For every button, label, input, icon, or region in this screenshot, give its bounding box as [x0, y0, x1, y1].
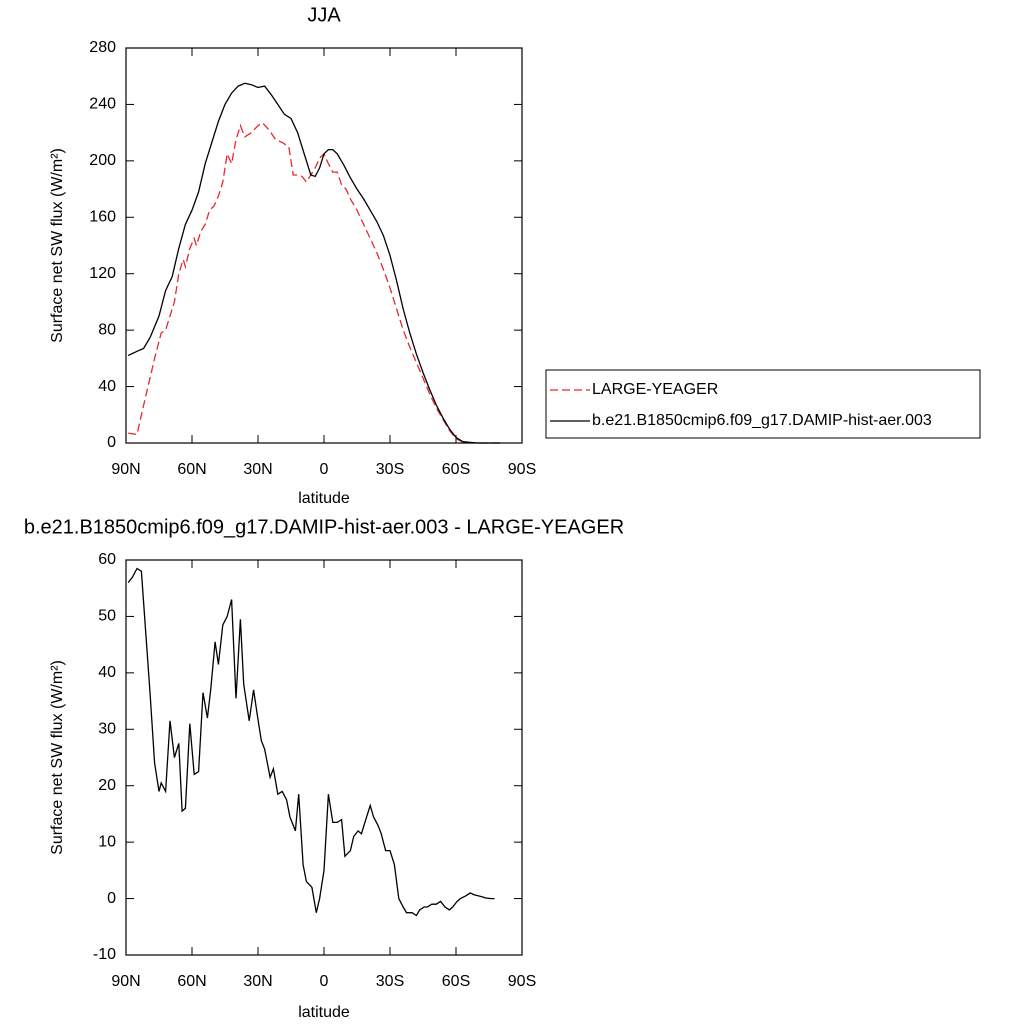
y-tick-label: 40	[98, 378, 116, 395]
y-tick-label: 0	[107, 434, 116, 451]
y-tick-label: -10	[93, 946, 116, 963]
legend: LARGE-YEAGER b.e21.B1850cmip6.f09_g17.DAM…	[545, 369, 981, 439]
x-tick-label: 60N	[177, 973, 206, 990]
x-tick-label: 90S	[508, 461, 536, 478]
y-axis-label: Surface net SW flux (W/m²)	[49, 148, 66, 343]
y-tick-label: 20	[98, 777, 116, 794]
x-tick-label: 30N	[243, 973, 272, 990]
legend-box	[545, 369, 981, 439]
y-axis-label: Surface net SW flux (W/m²)	[49, 660, 66, 855]
chart-title: b.e21.B1850cmip6.f09_g17.DAMIP-hist-aer.…	[24, 516, 624, 538]
data-line	[127, 82, 500, 444]
x-tick-label: 0	[320, 461, 329, 478]
data-line	[127, 567, 495, 917]
y-tick-label: 280	[89, 39, 116, 56]
x-axis-label: latitude	[298, 490, 350, 507]
plot-frame	[125, 47, 523, 444]
x-tick-label: 60S	[442, 973, 470, 990]
x-tick-label: 90N	[111, 973, 140, 990]
x-axis-label: latitude	[298, 1004, 350, 1021]
y-tick-label: 0	[107, 890, 116, 907]
y-tick-label: 30	[98, 721, 116, 738]
y-tick-label: 80	[98, 321, 116, 338]
legend-label: LARGE-YEAGER	[592, 381, 718, 398]
y-tick-label: 50	[98, 608, 116, 625]
x-tick-label: 0	[320, 973, 329, 990]
x-tick-label: 60N	[177, 461, 206, 478]
data-line	[128, 121, 500, 444]
legend-label: b.e21.B1850cmip6.f09_g17.DAMIP-hist-aer.…	[592, 412, 932, 429]
y-tick-label: 60	[98, 551, 116, 568]
y-tick-label: 160	[89, 209, 116, 226]
y-tick-label: 40	[98, 664, 116, 681]
x-tick-label: 30N	[243, 461, 272, 478]
x-tick-label: 30S	[376, 461, 404, 478]
y-tick-label: 240	[89, 96, 116, 113]
chart-title: JJA	[307, 4, 341, 26]
y-tick-label: 10	[98, 833, 116, 850]
y-tick-label: 200	[89, 152, 116, 169]
x-tick-label: 90N	[111, 461, 140, 478]
x-tick-label: 30S	[376, 973, 404, 990]
y-tick-label: 120	[89, 265, 116, 282]
x-tick-label: 90S	[508, 973, 536, 990]
plot-frame	[125, 559, 523, 956]
x-tick-label: 60S	[442, 461, 470, 478]
